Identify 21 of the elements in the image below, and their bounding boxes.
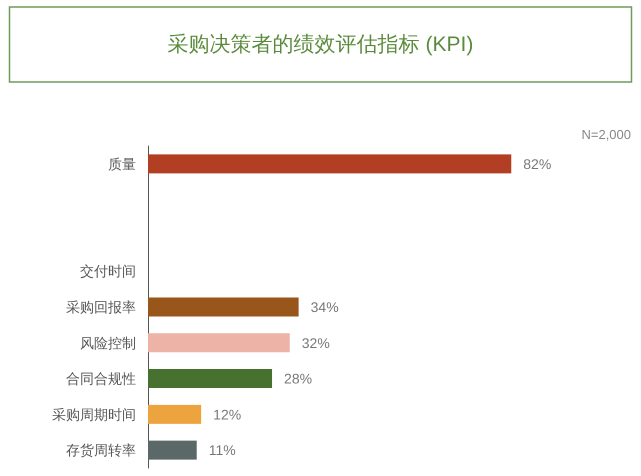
- y-tick-label: 采购周期时间: [52, 406, 136, 422]
- data-label: 34%: [310, 299, 339, 315]
- data-label: 28%: [284, 370, 312, 387]
- y-tick-label: 风险控制: [80, 334, 136, 351]
- bar: [148, 298, 299, 316]
- data-label: 32%: [302, 334, 330, 351]
- bar: [148, 154, 512, 174]
- bar: [148, 369, 272, 388]
- y-tick-label: 采购回报率: [66, 299, 136, 315]
- y-tick-label: 合同合规性: [66, 370, 136, 387]
- bar: [148, 404, 202, 424]
- y-tick-label: 存货周转率: [66, 442, 136, 458]
- bar: [148, 333, 290, 352]
- y-tick-label: 质量: [108, 156, 136, 172]
- data-label: 11%: [208, 442, 236, 458]
- y-tick-label: 交付时间: [80, 263, 136, 280]
- bar: [148, 440, 197, 460]
- chart-title: 采购决策者的绩效评估指标 (KPI): [168, 33, 474, 56]
- data-label: 12%: [213, 406, 242, 422]
- data-label: 82%: [523, 156, 552, 172]
- text: N=2,000: [581, 127, 632, 142]
